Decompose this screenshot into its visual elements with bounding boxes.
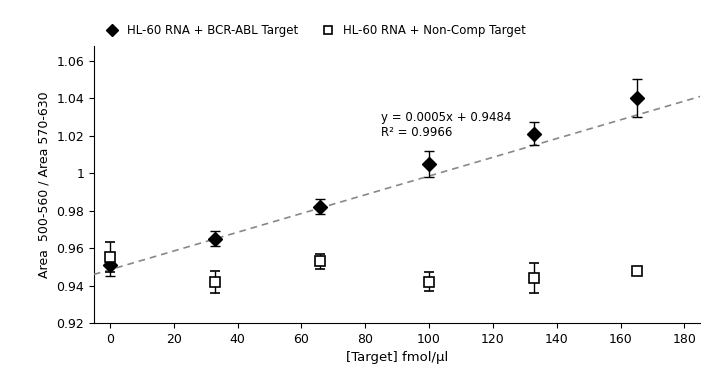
Legend: HL-60 RNA + BCR-ABL Target, HL-60 RNA + Non-Comp Target: HL-60 RNA + BCR-ABL Target, HL-60 RNA + …	[100, 24, 526, 37]
Text: y = 0.0005x + 0.9484
R² = 0.9966: y = 0.0005x + 0.9484 R² = 0.9966	[381, 111, 511, 139]
Y-axis label: Area  500-560 / Area 570-630: Area 500-560 / Area 570-630	[38, 91, 51, 278]
X-axis label: [Target] fmol/μl: [Target] fmol/μl	[346, 351, 448, 364]
